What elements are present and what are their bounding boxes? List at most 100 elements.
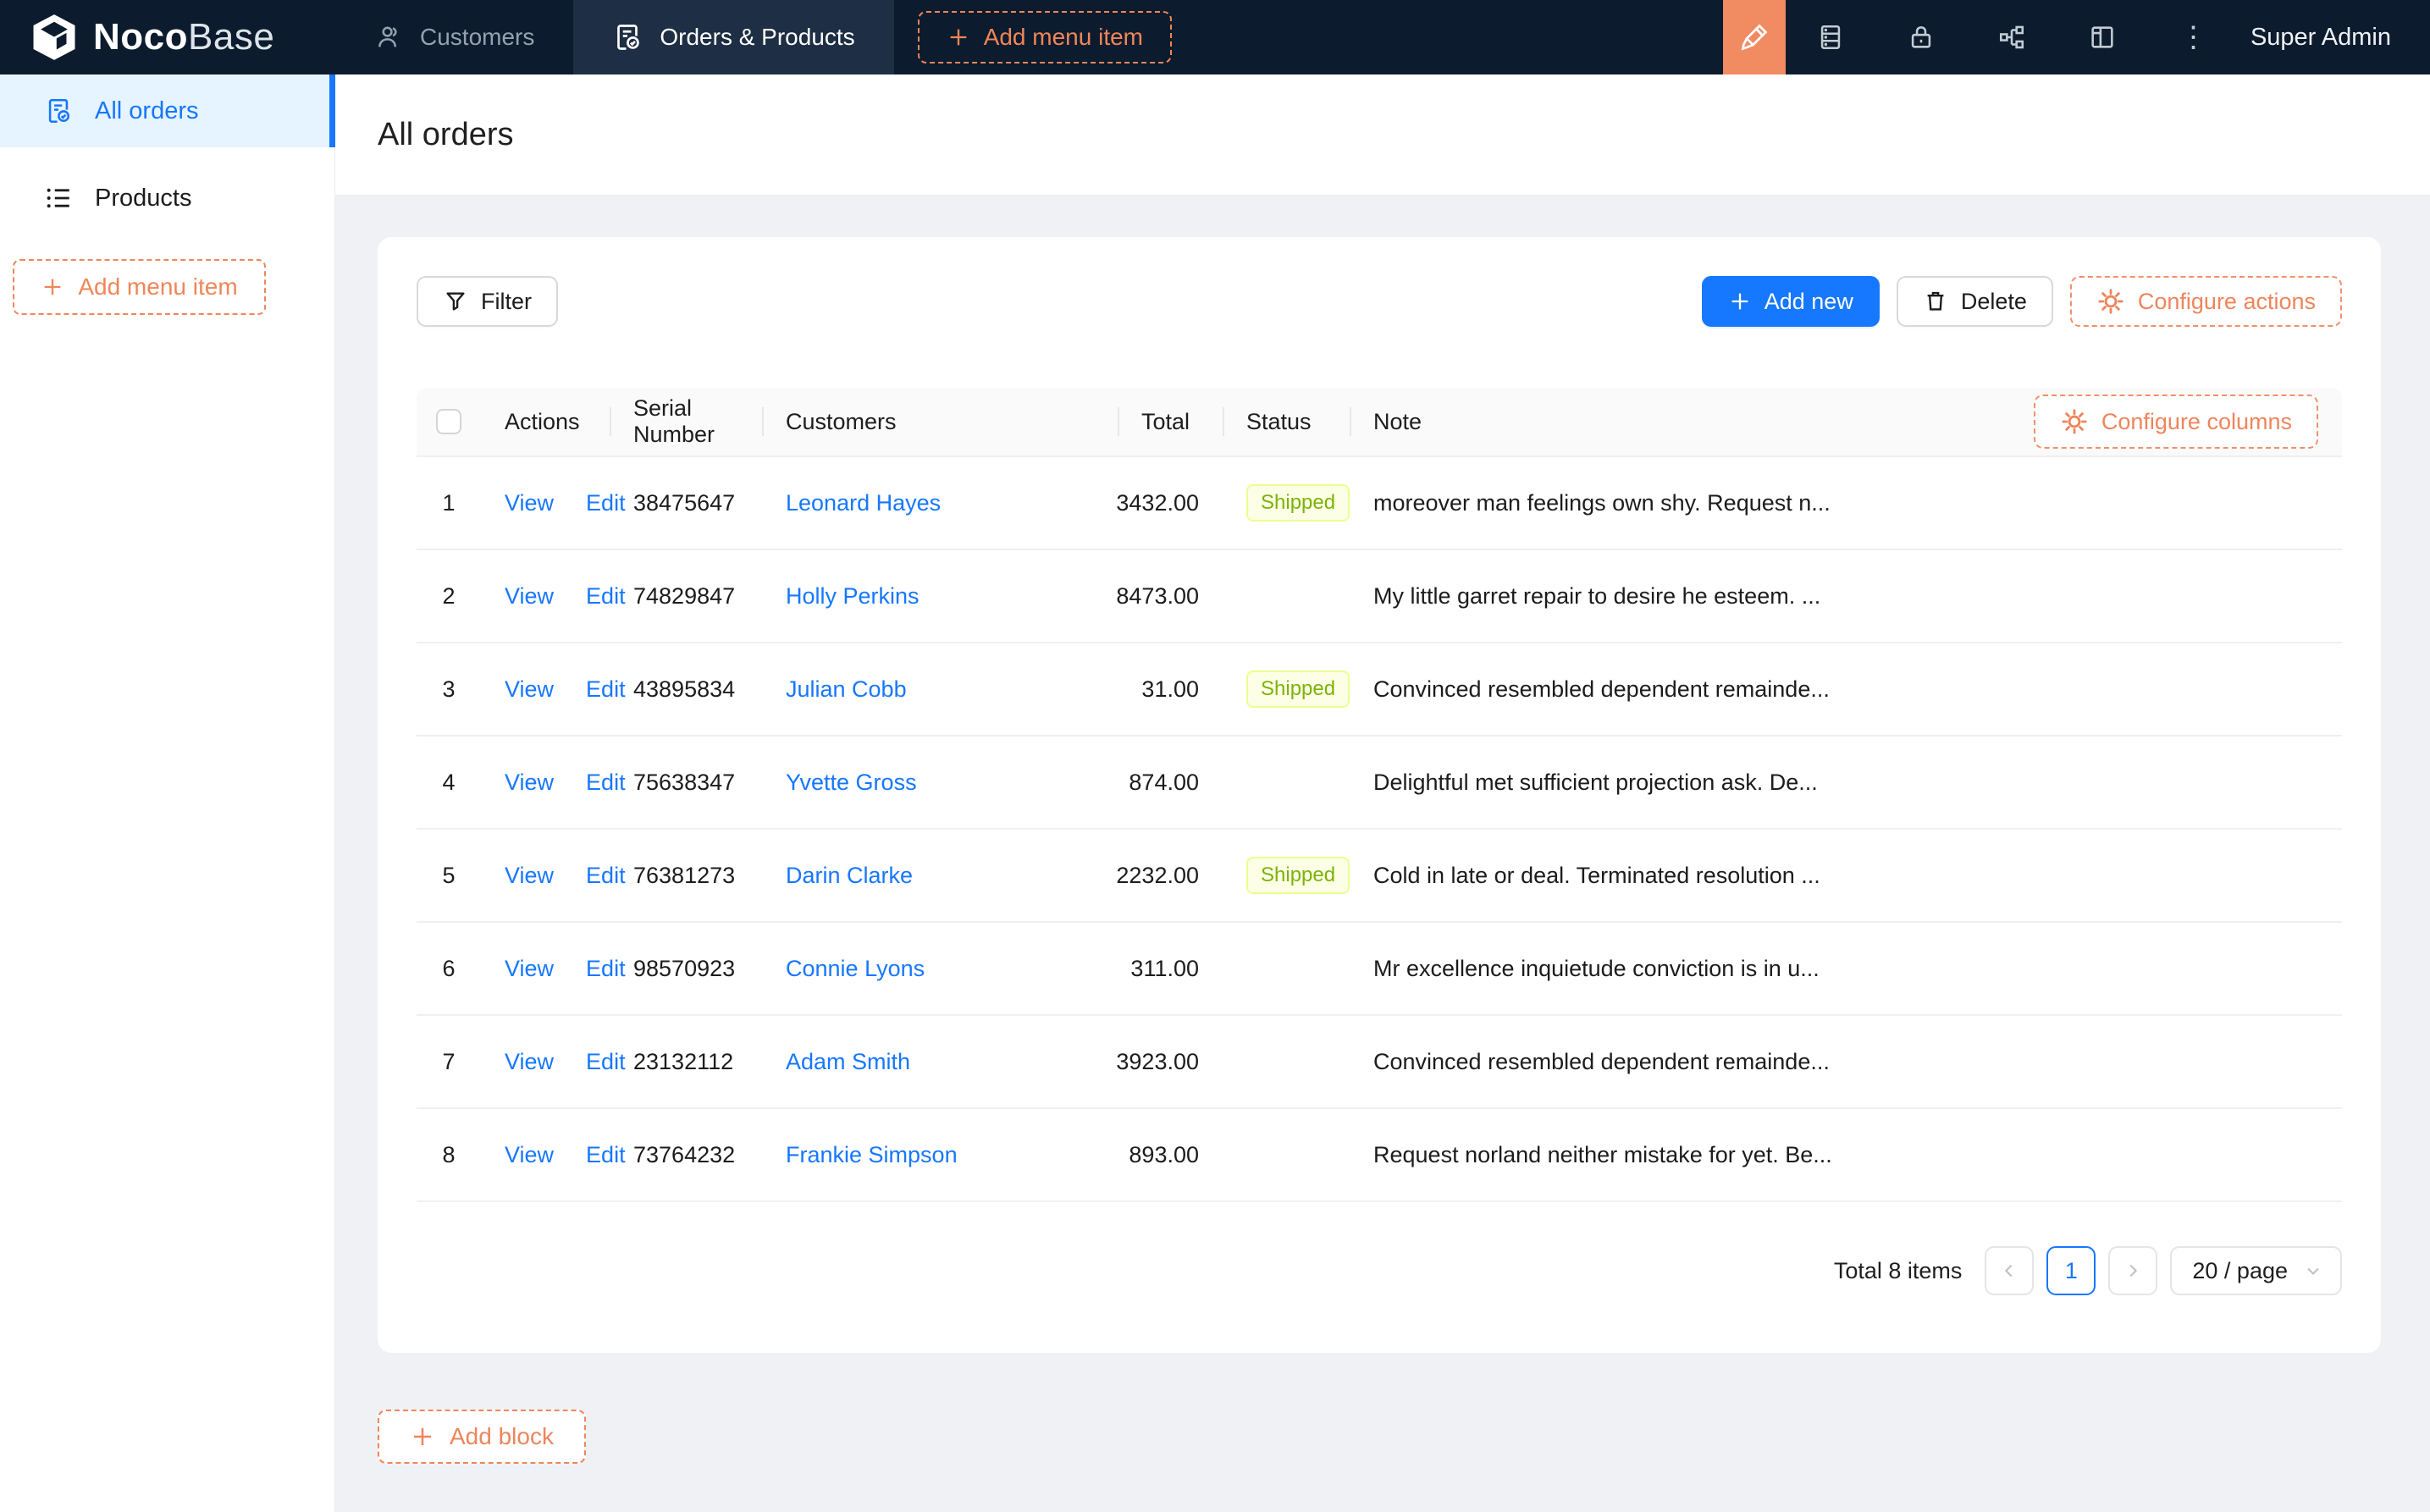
customer-link[interactable]: Frankie Simpson: [786, 1142, 958, 1168]
gear-icon: [2096, 287, 2125, 316]
configure-columns-button[interactable]: Configure columns: [2034, 395, 2318, 449]
nocobase-logo[interactable]: NocoBase: [0, 0, 335, 74]
total-cell: 893.00: [1118, 1109, 1223, 1200]
page-size-select[interactable]: 20 / page: [2170, 1246, 2342, 1295]
row-actions-cell: View Edit: [481, 737, 610, 828]
row-actions-cell: View Edit: [481, 1109, 610, 1200]
pagination-prev-button[interactable]: [1985, 1246, 2034, 1295]
acl-button[interactable]: [1876, 0, 1967, 74]
customer-link[interactable]: Leonard Hayes: [786, 490, 941, 516]
main-menu: Customers Orders & Products: [335, 0, 894, 74]
ui-editor-button[interactable]: [1723, 0, 1786, 74]
row-index-cell: 5: [417, 830, 481, 921]
customer-cell: Julian Cobb: [762, 643, 1118, 735]
page-title: All orders: [378, 117, 514, 153]
note-cell: moreover man feelings own shy. Request n…: [1350, 457, 2342, 549]
user-menu[interactable]: Super Admin: [2239, 24, 2430, 52]
serial-number-cell: 38475647: [610, 457, 762, 549]
person-icon: [374, 23, 403, 52]
column-header-serial-number: Serial Number: [610, 388, 762, 455]
tab-label: Orders & Products: [660, 24, 854, 51]
total-cell: 2232.00: [1118, 830, 1223, 921]
navbar-right: ⋮ Super Admin: [1723, 0, 2430, 74]
pagination: Total 8 items 1 20 / page: [417, 1246, 2342, 1295]
pagination-next-button[interactable]: [2108, 1246, 2157, 1295]
status-tag: Shipped: [1246, 484, 1350, 521]
filter-button[interactable]: Filter: [417, 276, 558, 327]
serial-number-cell: 23132112: [610, 1016, 762, 1107]
column-header-customers: Customers: [762, 388, 1118, 455]
view-link[interactable]: View: [505, 770, 554, 796]
sidebar-item-all-orders[interactable]: All orders: [0, 74, 334, 147]
collections-button[interactable]: [1786, 0, 1876, 74]
table-row: 1 View Edit 38475647 Leonard Hayes 3432.…: [417, 457, 2342, 550]
add-block-button[interactable]: Add block: [378, 1410, 586, 1464]
row-actions-cell: View Edit: [481, 923, 610, 1014]
status-cell: Shipped: [1223, 643, 1350, 735]
page-header: All orders: [335, 74, 2430, 195]
logo-text: NocoBase: [93, 16, 274, 58]
plugin-flow-button[interactable]: [1967, 0, 2057, 74]
tab-label: Customers: [420, 24, 534, 51]
customer-cell: Holly Perkins: [762, 550, 1118, 642]
customer-cell: Yvette Gross: [762, 737, 1118, 828]
select-all-checkbox[interactable]: [436, 409, 461, 434]
flow-icon: [1997, 23, 2026, 52]
column-header-actions: Actions: [481, 388, 610, 455]
chevron-right-icon: [2123, 1261, 2142, 1280]
view-link[interactable]: View: [505, 676, 554, 703]
configure-actions-button[interactable]: Configure actions: [2070, 276, 2342, 327]
table-body: 1 View Edit 38475647 Leonard Hayes 3432.…: [417, 457, 2342, 1202]
customer-link[interactable]: Connie Lyons: [786, 956, 925, 982]
layout-button[interactable]: [2057, 0, 2148, 74]
highlighter-icon: [1739, 22, 1770, 52]
view-link[interactable]: View: [505, 583, 554, 610]
add-new-button[interactable]: Add new: [1702, 276, 1880, 327]
view-link[interactable]: View: [505, 1049, 554, 1075]
row-index-cell: 2: [417, 550, 481, 642]
filter-icon: [443, 289, 468, 314]
order-form-icon: [612, 22, 643, 52]
status-cell: [1223, 737, 1350, 828]
table-row: 7 View Edit 23132112 Adam Smith 3923.00 …: [417, 1016, 2342, 1109]
sidebar-item-label: Products: [95, 185, 191, 212]
serial-number-cell: 43895834: [610, 643, 762, 735]
view-link[interactable]: View: [505, 863, 554, 889]
tab-customers[interactable]: Customers: [335, 0, 573, 74]
note-cell: My little garret repair to desire he est…: [1350, 550, 2342, 642]
list-icon: [44, 184, 73, 212]
plus-icon: [947, 25, 970, 49]
layout-icon: [2088, 23, 2117, 52]
note-cell: Delightful met sufficient projection ask…: [1350, 737, 2342, 828]
pagination-page-1[interactable]: 1: [2046, 1246, 2096, 1295]
view-link[interactable]: View: [505, 1142, 554, 1168]
add-menu-item-button-sidebar[interactable]: Add menu item: [13, 259, 266, 315]
delete-button[interactable]: Delete: [1897, 276, 2053, 327]
row-index-cell: 4: [417, 737, 481, 828]
chevron-down-icon: [2303, 1261, 2323, 1281]
status-cell: [1223, 550, 1350, 642]
note-cell: Cold in late or deal. Terminated resolut…: [1350, 830, 2342, 921]
tab-orders-products[interactable]: Orders & Products: [573, 0, 893, 74]
customer-link[interactable]: Holly Perkins: [786, 583, 920, 610]
view-link[interactable]: View: [505, 490, 554, 516]
table-row: 2 View Edit 74829847 Holly Perkins 8473.…: [417, 550, 2342, 643]
add-menu-item-button-nav[interactable]: Add menu item: [918, 11, 1172, 63]
customer-link[interactable]: Darin Clarke: [786, 863, 913, 889]
column-header-total: Total: [1118, 388, 1223, 455]
note-cell: Convinced resembled dependent remainde..…: [1350, 1016, 2342, 1107]
table-row: 3 View Edit 43895834 Julian Cobb 31.00 S…: [417, 643, 2342, 737]
top-navbar: NocoBase Customers Orders & Products Add…: [0, 0, 2430, 74]
customer-link[interactable]: Adam Smith: [786, 1049, 910, 1075]
lock-icon: [1907, 23, 1936, 52]
serial-number-cell: 76381273: [610, 830, 762, 921]
table-row: 4 View Edit 75638347 Yvette Gross 874.00…: [417, 737, 2342, 830]
more-button[interactable]: ⋮: [2148, 0, 2239, 74]
status-cell: Shipped: [1223, 457, 1350, 549]
sidebar-item-products[interactable]: Products: [0, 162, 334, 235]
customer-link[interactable]: Julian Cobb: [786, 676, 907, 703]
customer-link[interactable]: Yvette Gross: [786, 770, 917, 796]
view-link[interactable]: View: [505, 956, 554, 982]
status-cell: [1223, 1016, 1350, 1107]
row-actions-cell: View Edit: [481, 457, 610, 549]
